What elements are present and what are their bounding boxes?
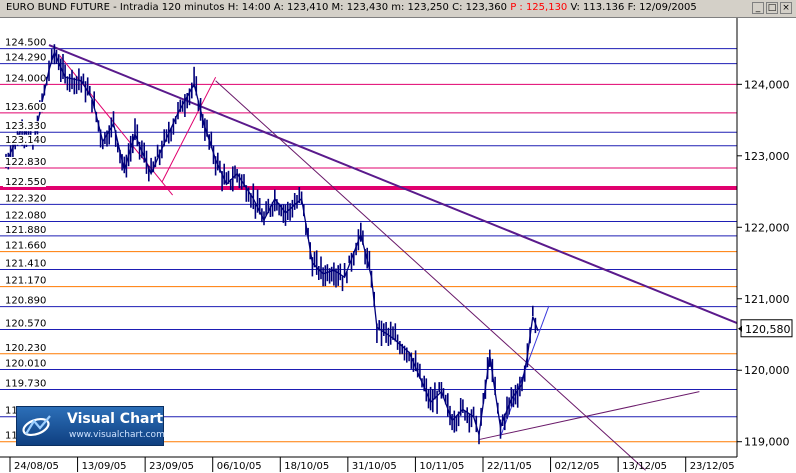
level-label-3: 123.600 bbox=[5, 102, 46, 113]
x-tick-label-3: 06/10/05 bbox=[217, 461, 262, 472]
level-label-6: 122.830 bbox=[5, 157, 46, 168]
level-label-bg-1 bbox=[3, 52, 46, 63]
field-open: A: 123,410 bbox=[273, 2, 329, 13]
level-label-bg-16 bbox=[3, 342, 46, 353]
logo-name: Visual Chart bbox=[67, 411, 164, 427]
level-label-bg-13 bbox=[3, 275, 46, 286]
current-price-pointer-icon bbox=[738, 325, 742, 332]
y-tick-label-0: 124,000 bbox=[744, 78, 790, 91]
level-label-14: 120.890 bbox=[5, 296, 46, 307]
level-label-bg-2 bbox=[3, 73, 46, 84]
title-interval: Intradia 120 minutos bbox=[119, 2, 225, 13]
trendline-bottom-support bbox=[478, 391, 700, 441]
level-label-bg-3 bbox=[3, 101, 46, 112]
level-label-15: 120.570 bbox=[5, 318, 46, 329]
x-tick-label-6: 10/11/05 bbox=[419, 461, 464, 472]
level-label-12: 121.410 bbox=[5, 258, 46, 269]
x-tick-label-9: 13/12/05 bbox=[622, 461, 667, 472]
x-axis-labels: 24/08/05 13/09/05 23/09/05 06/10/05 18/10/05… bbox=[9, 457, 735, 472]
level-label-18: 119.730 bbox=[5, 379, 46, 390]
x-tick-label-8: 02/12/05 bbox=[555, 461, 600, 472]
minimize-button[interactable]: _ bbox=[752, 2, 764, 14]
x-tick-label-1: 13/09/05 bbox=[82, 461, 127, 472]
level-label-bg-9 bbox=[3, 210, 46, 221]
level-label-7: 122.550 bbox=[5, 177, 46, 188]
level-label-bg-0 bbox=[3, 37, 46, 48]
level-label-bg-4 bbox=[3, 121, 46, 132]
x-tick-label-4: 18/10/05 bbox=[284, 461, 329, 472]
level-label-5: 123.140 bbox=[5, 135, 46, 146]
field-low: m: 123,250 bbox=[391, 2, 449, 13]
y-tick-label-2: 122,000 bbox=[744, 221, 790, 234]
price-line bbox=[5, 50, 539, 435]
level-label-1: 124.290 bbox=[5, 53, 46, 64]
trendline-main-downtrend bbox=[48, 44, 738, 324]
visual-chart-logo: Visual Chart www.visualchart.com bbox=[16, 406, 165, 446]
level-label-10: 121.880 bbox=[5, 225, 46, 236]
level-label-bg-7 bbox=[3, 176, 46, 187]
y-tick-label-5: 119,000 bbox=[744, 436, 790, 449]
price-levels bbox=[0, 48, 737, 443]
level-label-bg-18 bbox=[3, 378, 46, 389]
restore-button[interactable]: □ bbox=[766, 2, 778, 14]
level-label-2: 124.000 bbox=[5, 73, 46, 84]
x-tick-label-10: 23/12/05 bbox=[690, 461, 735, 472]
level-label-11: 121.660 bbox=[5, 241, 46, 252]
level-label-bg-11 bbox=[3, 240, 46, 251]
trendline-fan-up bbox=[161, 76, 217, 183]
level-label-4: 123.330 bbox=[5, 121, 46, 132]
y-tick-label-1: 123,000 bbox=[744, 150, 790, 163]
level-label-8: 122.320 bbox=[5, 193, 46, 204]
level-label-9: 122.080 bbox=[5, 211, 46, 222]
field-previous: P : 125,130 bbox=[510, 2, 568, 13]
close-button[interactable]: × bbox=[780, 2, 792, 14]
y-tick-label-3: 121,000 bbox=[744, 293, 790, 306]
title-symbol: EURO BUND FUTURE bbox=[6, 2, 110, 13]
logo-url: www.visualchart.com bbox=[69, 430, 165, 440]
level-label-bg-15 bbox=[3, 318, 46, 329]
price-series bbox=[5, 44, 539, 445]
field-high: M: 123,430 bbox=[331, 2, 389, 13]
y-axis-labels: 124.500 124.290 124.000 123.600 123.330 123.1… bbox=[3, 37, 46, 442]
current-price-marker: 120,580 bbox=[738, 319, 793, 338]
field-close: C: 123,360 bbox=[452, 2, 507, 13]
visual-chart-logo-icon bbox=[22, 415, 51, 437]
level-label-bg-8 bbox=[3, 193, 46, 204]
chart-title-bar: EURO BUND FUTURE - Intradia 120 minutos … bbox=[0, 0, 796, 18]
axes: 124,000 123,000 122,000 121,000 120,000 119,0… bbox=[0, 18, 790, 458]
level-label-bg-12 bbox=[3, 258, 46, 269]
field-date: F: 12/09/2005 bbox=[627, 2, 697, 13]
level-label-bg-17 bbox=[3, 358, 46, 369]
level-label-13: 121.170 bbox=[5, 276, 46, 287]
title-separator: - bbox=[109, 2, 120, 13]
level-label-bg-10 bbox=[3, 224, 46, 235]
level-label-16: 120.230 bbox=[5, 343, 46, 354]
level-label-bg-14 bbox=[3, 295, 46, 306]
x-tick-label-5: 31/10/05 bbox=[352, 461, 397, 472]
trendline-secondary-downtrend bbox=[215, 80, 646, 471]
x-tick-label-2: 23/09/05 bbox=[149, 461, 194, 472]
field-time: H: 14:00 bbox=[227, 2, 271, 13]
level-label-0: 124.500 bbox=[5, 38, 46, 49]
y-tick-label-4: 120,000 bbox=[744, 364, 790, 377]
chart-title: EURO BUND FUTURE - Intradia 120 minutos … bbox=[6, 2, 697, 13]
x-tick-label-0: 24/08/05 bbox=[14, 461, 59, 472]
level-label-bg-6 bbox=[3, 156, 46, 167]
level-label-bg-5 bbox=[3, 134, 46, 145]
field-volume: V: 113.136 bbox=[570, 2, 625, 13]
price-chart[interactable]: 124,000 123,000 122,000 121,000 120,000 119,0… bbox=[0, 18, 796, 473]
x-tick-label-7: 22/11/05 bbox=[487, 461, 532, 472]
level-label-17: 120.010 bbox=[5, 359, 46, 370]
current-price-label: 120,580 bbox=[745, 323, 791, 336]
